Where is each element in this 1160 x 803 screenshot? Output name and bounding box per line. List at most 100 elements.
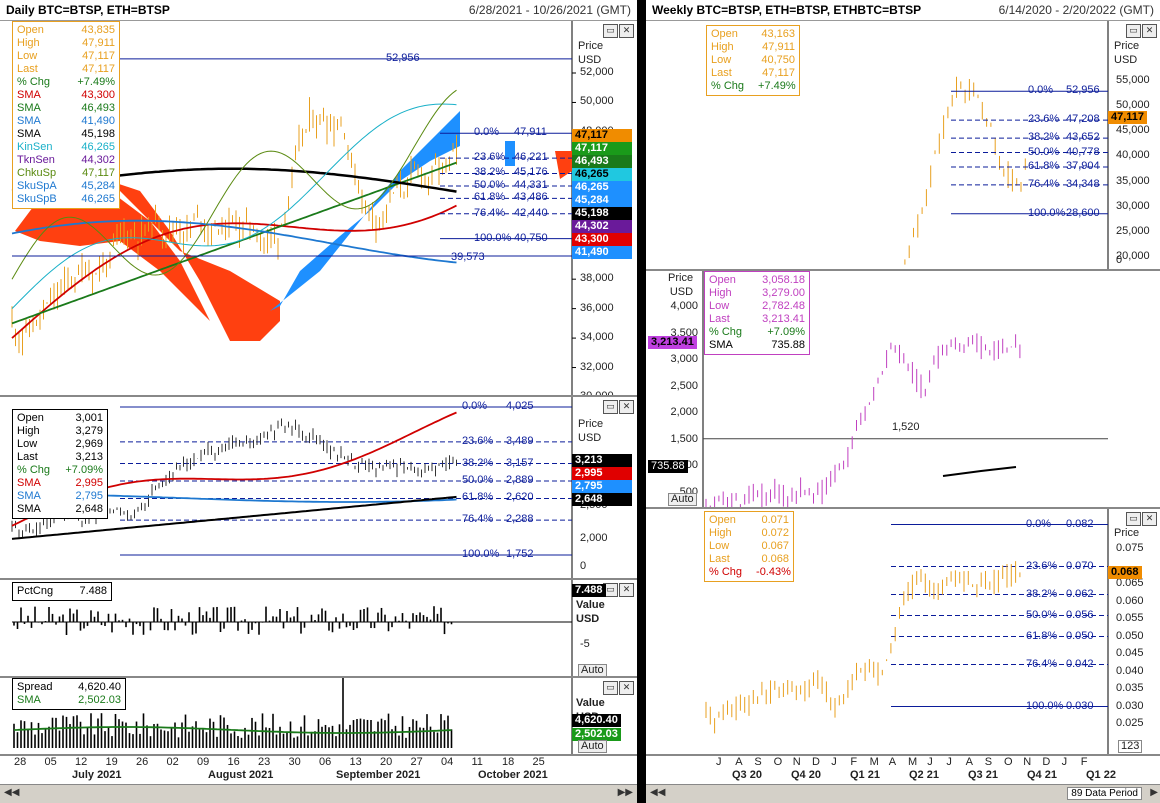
x-quarter-label: Q1 21 — [850, 769, 880, 781]
x-day-label: 23 — [258, 756, 271, 768]
legend-row: Last 47,117 — [17, 63, 115, 75]
x-day-label: 05 — [44, 756, 57, 768]
price-tick-label: 20,000 — [1116, 250, 1150, 262]
close-pane-icon[interactable]: ✕ — [619, 400, 634, 414]
price-tick-label: 0 — [1116, 254, 1123, 266]
x-month-label: September 2021 — [336, 769, 421, 781]
eth-level-label: 1,520 — [892, 421, 920, 433]
scroll-left-icon[interactable]: ◀◀ — [4, 787, 20, 798]
cloud-tail — [505, 141, 515, 166]
daily-scrollbar[interactable]: ◀◀ ▶▶ — [0, 784, 637, 803]
btc-daily-legend: Open 43,835 High 47,911 Low 47,117 Last 47,117%… — [12, 21, 120, 209]
pct-change-pane[interactable]: ▭ ✕ PctCng 7.488 Value USD -5 7.488 Auto — [0, 580, 637, 678]
price-tick-label: 55,000 — [1116, 74, 1150, 86]
close-pane-icon[interactable]: ✕ — [619, 681, 634, 695]
price-tick-label: 38,000 — [580, 272, 614, 285]
eth-weekly-sma-badge: 735.88 — [648, 460, 688, 473]
legend-row: Last 47,117 — [711, 67, 795, 79]
pct-axis-title: Value USD — [576, 599, 605, 625]
fib-level-value: 0.070 — [1066, 559, 1094, 572]
minimize-pane-icon[interactable]: ▭ — [603, 400, 618, 414]
spread-legend: Spread 4,620.40 SMA 2,502.03 — [12, 678, 126, 710]
x-month-label: August 2021 — [208, 769, 274, 781]
ethbtc-corner-button[interactable]: 123 — [1118, 740, 1143, 753]
fib-level-pct: 0.0% — [474, 126, 500, 139]
x-day-label: 27 — [410, 756, 423, 768]
x-day-label: 28 — [14, 756, 27, 768]
fib-high-label: 52,956 — [386, 51, 420, 64]
close-pane-icon[interactable]: ✕ — [619, 24, 634, 38]
price-tick-label: 25,000 — [1116, 224, 1150, 237]
fib-level-pct: 61.8% — [1028, 159, 1060, 172]
eth-tick-label: 2,000 — [580, 531, 608, 544]
fib-level-value: 47,911 — [514, 126, 547, 139]
price-tick-label: 0.045 — [1116, 647, 1144, 659]
pct-change-legend: PctCng 7.488 — [12, 582, 112, 601]
spread-auto-button[interactable]: Auto — [578, 740, 607, 753]
price-tick-label: 3,000 — [670, 353, 698, 366]
price-tick-label: 50,000 — [1116, 99, 1150, 112]
eth-weekly-auto-button[interactable]: Auto — [668, 493, 697, 506]
legend-row: High 47,911 — [17, 37, 115, 49]
x-day-label: 16 — [227, 756, 240, 768]
fib-level-pct: 50.0% — [462, 473, 494, 486]
eth-value-badge: 3,213 — [572, 454, 632, 467]
weekly-scrollbar[interactable]: ◀◀ 89 Data Period ▶ — [646, 784, 1160, 803]
btc-axis-title: Price USD — [578, 40, 604, 66]
legend-row: Open 3,058.18 — [709, 274, 805, 286]
minimize-pane-icon[interactable]: ▭ — [603, 24, 618, 38]
ethbtc-weekly-pane[interactable]: ▭ ✕ Price 0.075 0.065 0.060 0.055 0.050 0.045 0… — [646, 509, 1160, 756]
legend-row: Last 3,213.41 — [709, 313, 805, 325]
price-tick-label: 30,000 — [580, 390, 614, 397]
x-month-letter: A — [888, 756, 897, 768]
legend-row: % Chg +7.49% — [17, 76, 115, 88]
price-tick-label: 0.055 — [1116, 612, 1144, 624]
scroll-right-icon[interactable]: ▶ — [1150, 787, 1158, 798]
scroll-right-icon[interactable]: ▶▶ — [617, 787, 633, 798]
legend-row: SMA 2,795 — [17, 490, 103, 502]
legend-row: KinSen 46,265 — [17, 141, 115, 153]
legend-row: High 3,279.00 — [709, 287, 805, 299]
x-day-label: 19 — [105, 756, 118, 768]
price-value-badge: 46,265 — [572, 181, 632, 194]
x-month-letter: A — [735, 756, 743, 768]
btc-weekly-pane[interactable]: ▭ ✕ Price USD 55,000 50,000 45,000 40,000 35,0… — [646, 21, 1160, 271]
x-month-letter: N — [792, 756, 801, 768]
close-pane-icon[interactable]: ✕ — [1142, 512, 1157, 526]
x-month-letter: O — [1004, 756, 1013, 768]
fib-level-value: 2,889 — [506, 473, 534, 486]
x-day-label: 30 — [288, 756, 301, 768]
sma-red-line — [11, 204, 457, 339]
price-value-badge: 47,117 — [572, 129, 632, 142]
ethbtc-axis-title: Price — [1114, 527, 1140, 539]
close-pane-icon[interactable]: ✕ — [1142, 24, 1157, 38]
fib-level-value: 37,904 — [1066, 159, 1100, 172]
daily-chart-title: Daily BTC=BTSP, ETH=BTSP — [6, 3, 170, 17]
x-day-label: 02 — [166, 756, 179, 768]
close-pane-icon[interactable]: ✕ — [619, 583, 634, 597]
btc-weekly-axis-title: Price USD — [1114, 40, 1140, 66]
fib-level-value: 0.056 — [1066, 608, 1094, 621]
btc-weekly-legend: Open 43,163 High 47,911 Low 40,750 Last 47,117%… — [706, 25, 800, 96]
x-month-letter: J — [946, 756, 952, 768]
x-day-label: 04 — [441, 756, 454, 768]
weekly-chart-window: Weekly BTC=BTSP, ETH=BTSP, ETHBTC=BTSP 6… — [646, 0, 1160, 803]
legend-row: Low 47,117 — [17, 50, 115, 62]
eth-weekly-last-badge: 3,213.41 — [648, 336, 697, 349]
x-day-label: 18 — [502, 756, 515, 768]
scroll-left-icon[interactable]: ◀◀ — [650, 787, 666, 798]
pct-auto-button[interactable]: Auto — [578, 664, 607, 676]
minimize-pane-icon[interactable]: ▭ — [603, 681, 618, 695]
x-day-label: 11 — [471, 756, 483, 768]
minimize-pane-icon[interactable]: ▭ — [1126, 24, 1141, 38]
legend-row: Low 0.067 — [709, 540, 789, 552]
daily-chart-window: Daily BTC=BTSP, ETH=BTSP 6/28/2021 - 10/… — [0, 0, 637, 803]
price-value-badge: 45,198 — [572, 207, 632, 220]
x-month-letter: D — [1042, 756, 1051, 768]
fib-level-pct: 76.4% — [462, 513, 494, 526]
minimize-pane-icon[interactable]: ▭ — [1126, 512, 1141, 526]
